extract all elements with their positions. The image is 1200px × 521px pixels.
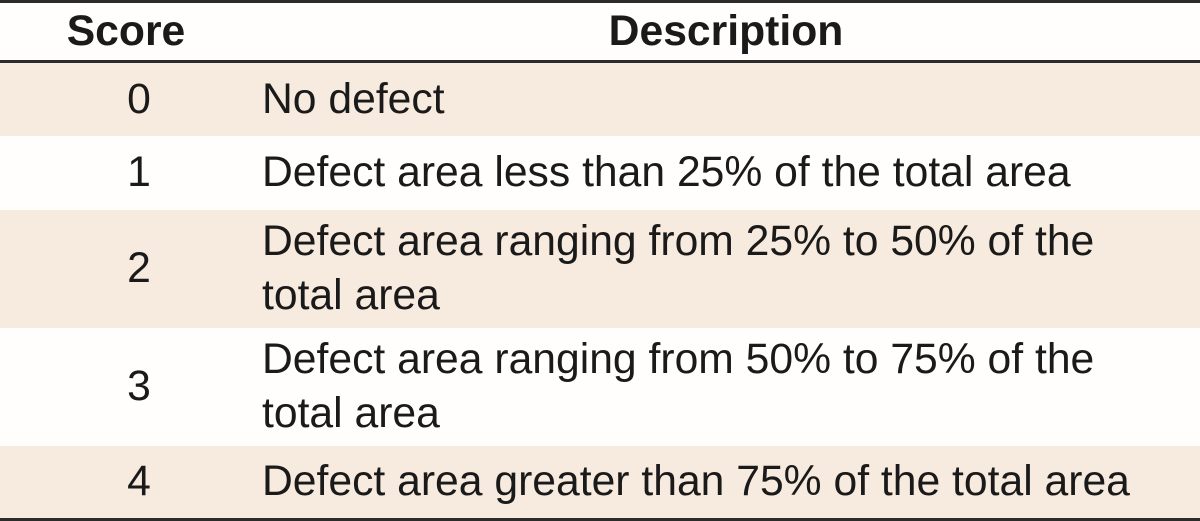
- table-row: 3Defect area ranging from 50% to 75% of …: [0, 328, 1200, 446]
- description-cell: Defect area less than 25% of the total a…: [252, 136, 1200, 210]
- score-cell: 4: [0, 446, 252, 520]
- scoring-table: Score Description 0No defect1Defect area…: [0, 0, 1200, 521]
- description-cell: Defect area ranging from 25% to 50% of t…: [252, 210, 1200, 328]
- score-cell: 0: [0, 62, 252, 136]
- table-row: 2Defect area ranging from 25% to 50% of …: [0, 210, 1200, 328]
- score-cell: 1: [0, 136, 252, 210]
- table-header-row: Score Description: [0, 2, 1200, 62]
- column-header-score: Score: [0, 2, 252, 62]
- description-cell: Defect area ranging from 50% to 75% of t…: [252, 328, 1200, 446]
- score-cell: 2: [0, 210, 252, 328]
- description-cell: Defect area greater than 75% of the tota…: [252, 446, 1200, 520]
- column-header-description: Description: [252, 2, 1200, 62]
- table-row: 4Defect area greater than 75% of the tot…: [0, 446, 1200, 520]
- table-row: 0No defect: [0, 62, 1200, 136]
- score-cell: 3: [0, 328, 252, 446]
- description-cell: No defect: [252, 62, 1200, 136]
- table-row: 1Defect area less than 25% of the total …: [0, 136, 1200, 210]
- scoring-table-container: Score Description 0No defect1Defect area…: [0, 0, 1200, 520]
